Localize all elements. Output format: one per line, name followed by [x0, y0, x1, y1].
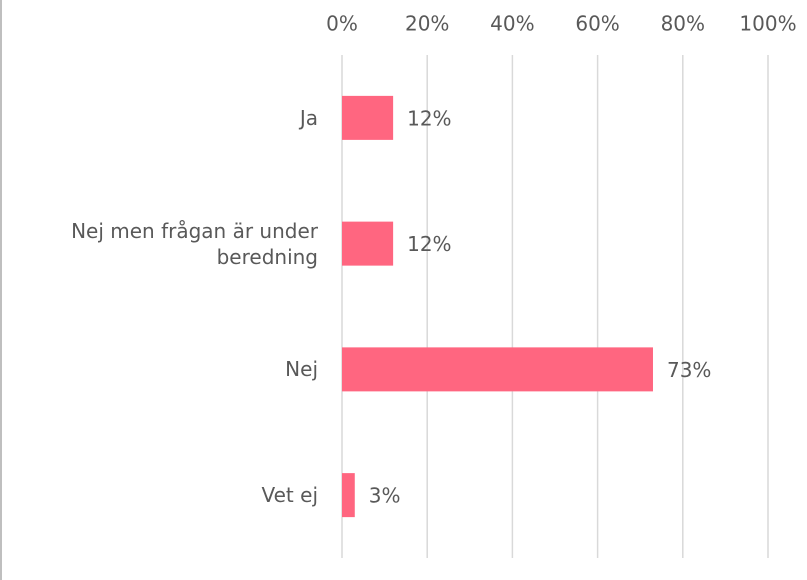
bar	[342, 221, 394, 266]
x-tick-label: 80%	[661, 12, 705, 36]
x-tick-label: 100%	[739, 12, 796, 36]
bar	[342, 347, 653, 392]
data-label: 73%	[667, 358, 711, 382]
y-tick-label: Vet ej	[261, 483, 319, 508]
data-label: 12%	[407, 106, 451, 130]
bar	[342, 95, 394, 140]
x-tick-label: 0%	[326, 12, 358, 36]
bar	[342, 473, 355, 518]
y-tick-label: Nej	[285, 357, 318, 382]
x-tick-label: 60%	[575, 12, 619, 36]
y-tick-label: Nej men frågan är under beredning	[71, 218, 318, 269]
data-label: 3%	[369, 484, 401, 508]
x-tick-label: 40%	[490, 12, 534, 36]
x-tick-label: 20%	[405, 12, 449, 36]
data-label: 12%	[407, 232, 451, 256]
y-tick-label: Ja	[299, 105, 318, 130]
